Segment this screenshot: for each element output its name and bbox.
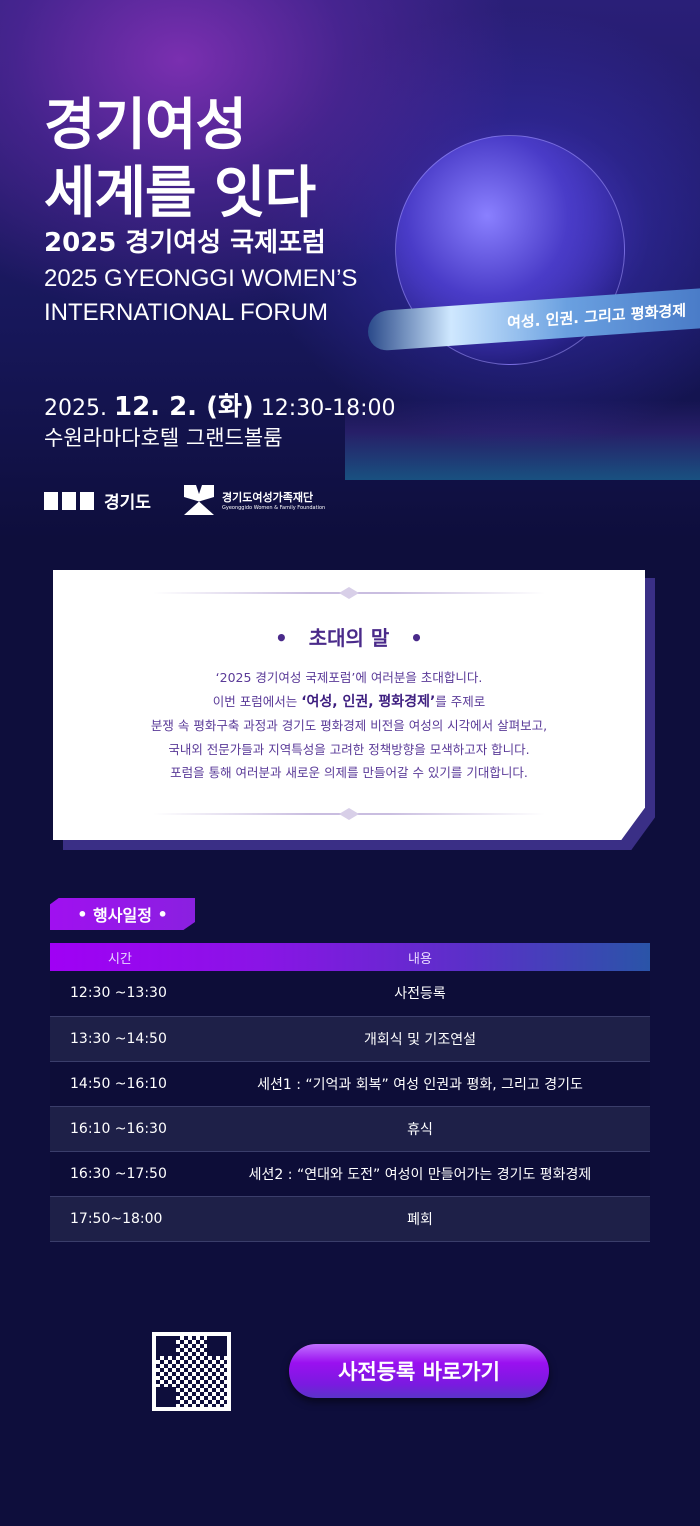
gyeonggi-logo-icon [44, 491, 96, 510]
schedule-table: 시간 내용 12:30 ~13:30 사전등록 13:30 ~14:50 개회식 및 … [50, 943, 650, 1242]
english-line: INTERNATIONAL FORUM [44, 299, 329, 326]
row-time: 12:30 ~13:30 [50, 971, 190, 1017]
body-line: ‘2025 경기여성 국제포럼’에 여러분을 초대합니다. [215, 670, 483, 685]
qr-pattern [156, 1336, 227, 1407]
city-skyline-graphic [345, 400, 700, 480]
english-line: 2025 GYEONGGI WOMEN’S [44, 265, 358, 292]
body-line: 국내외 전문가들과 지역특성을 고려한 정책방향을 모색하고자 합니다. [168, 741, 530, 757]
forum-subtitle: 2025 경기여성 국제포럼 [44, 228, 326, 258]
table-row: 14:50 ~16:10 세션1 : “기억과 회복” 여성 인권과 평화, 그리… [50, 1061, 650, 1107]
foundation-logo-icon [184, 485, 214, 515]
event-time: 12:30-18:00 [260, 396, 396, 421]
row-time: 14:50 ~16:10 [50, 1061, 190, 1107]
table-row: 16:30 ~17:50 세션2 : “연대와 도전” 여성이 만들어가는 경기도… [50, 1151, 650, 1197]
foundation-logo: 경기도여성가족재단 Gyeonggido Women & Family Found… [184, 485, 325, 515]
table-header: 시간 내용 [50, 943, 650, 971]
table-row: 16:10 ~16:30 휴식 [50, 1106, 650, 1152]
row-content: 세션1 : “기억과 회복” 여성 인권과 평화, 그리고 경기도 [190, 1061, 650, 1107]
row-time: 16:10 ~16:30 [50, 1106, 190, 1152]
text: 이번 포럼에서는 [212, 693, 302, 709]
ornament-divider [153, 592, 545, 594]
table-row: 12:30 ~13:30 사전등록 [50, 971, 650, 1017]
invitation-body: ‘2025 경기여성 국제포럼’에 여러분을 초대합니다. 이번 포럼에서는 ‘… [53, 666, 645, 785]
english-title: 2025 GYEONGGI WOMEN’S INTERNATIONAL FORUM [44, 262, 357, 330]
invitation-card: • 초대의 말 • ‘2025 경기여성 국제포럼’에 여러분을 초대합니다. … [53, 570, 645, 840]
main-title: 경기여성 세계를 잇다 [44, 92, 316, 228]
ornament-divider [153, 813, 545, 815]
header-content: 내용 [408, 951, 432, 967]
theme-emphasis: ‘여성, 인권, 평화경제’ [301, 693, 436, 710]
title-line: 세계를 잇다 [44, 161, 316, 226]
registration-qr-code[interactable] [152, 1332, 231, 1411]
register-button[interactable]: 사전등록 바로가기 [289, 1344, 549, 1398]
event-date: 2025. 12. 2. (화) 12:30-18:00 [44, 386, 396, 423]
body-line: 이번 포럼에서는 ‘여성, 인권, 평화경제’를 주제로 [53, 690, 645, 715]
title-line: 경기여성 [44, 93, 247, 158]
schedule-label: • 행사일정 • [50, 898, 195, 930]
logo-subtext: Gyeonggido Women & Family Foundation [222, 505, 326, 511]
heading-text: 초대의 말 [308, 626, 390, 650]
date-day: 12. 2. (화) [113, 392, 254, 422]
body-line: 포럼을 통해 여러분과 새로운 의제를 만들어갈 수 있기를 기대합니다. [170, 765, 528, 780]
table-row: 17:50~18:00 폐회 [50, 1196, 650, 1242]
body-line: 분쟁 속 평화구축 과정과 경기도 평화경제 비전을 여성의 시각에서 살펴보고… [150, 718, 548, 733]
row-content: 휴식 [190, 1106, 650, 1152]
row-content: 개회식 및 기조연설 [190, 1016, 650, 1062]
row-time: 17:50~18:00 [50, 1196, 190, 1242]
event-venue: 수원라마다호텔 그랜드볼룸 [44, 426, 283, 450]
header-time: 시간 [108, 951, 132, 967]
ribbon-text: 여성. 인권. 그리고 평화경제 [507, 300, 686, 332]
schedule-label-text: 행사일정 [93, 906, 152, 925]
hero-banner: 여성. 인권. 그리고 평화경제 경기여성 세계를 잇다 2025 경기여성 국제… [0, 0, 700, 540]
logo-text: 경기도여성가족재단 [222, 491, 314, 504]
row-time: 13:30 ~14:50 [50, 1016, 190, 1062]
text: 를 주제로 [435, 693, 486, 709]
logo-text: 경기도 [104, 493, 151, 513]
row-time: 16:30 ~17:50 [50, 1151, 190, 1197]
invitation-heading: • 초대의 말 • [275, 626, 423, 650]
row-content: 폐회 [190, 1196, 650, 1242]
table-row: 13:30 ~14:50 개회식 및 기조연설 [50, 1016, 650, 1062]
row-content: 사전등록 [190, 971, 650, 1017]
date-year: 2025. [44, 396, 107, 421]
gyeonggi-logo: 경기도 [44, 488, 151, 513]
row-content: 세션2 : “연대와 도전” 여성이 만들어가는 경기도 평화경제 [190, 1151, 650, 1197]
